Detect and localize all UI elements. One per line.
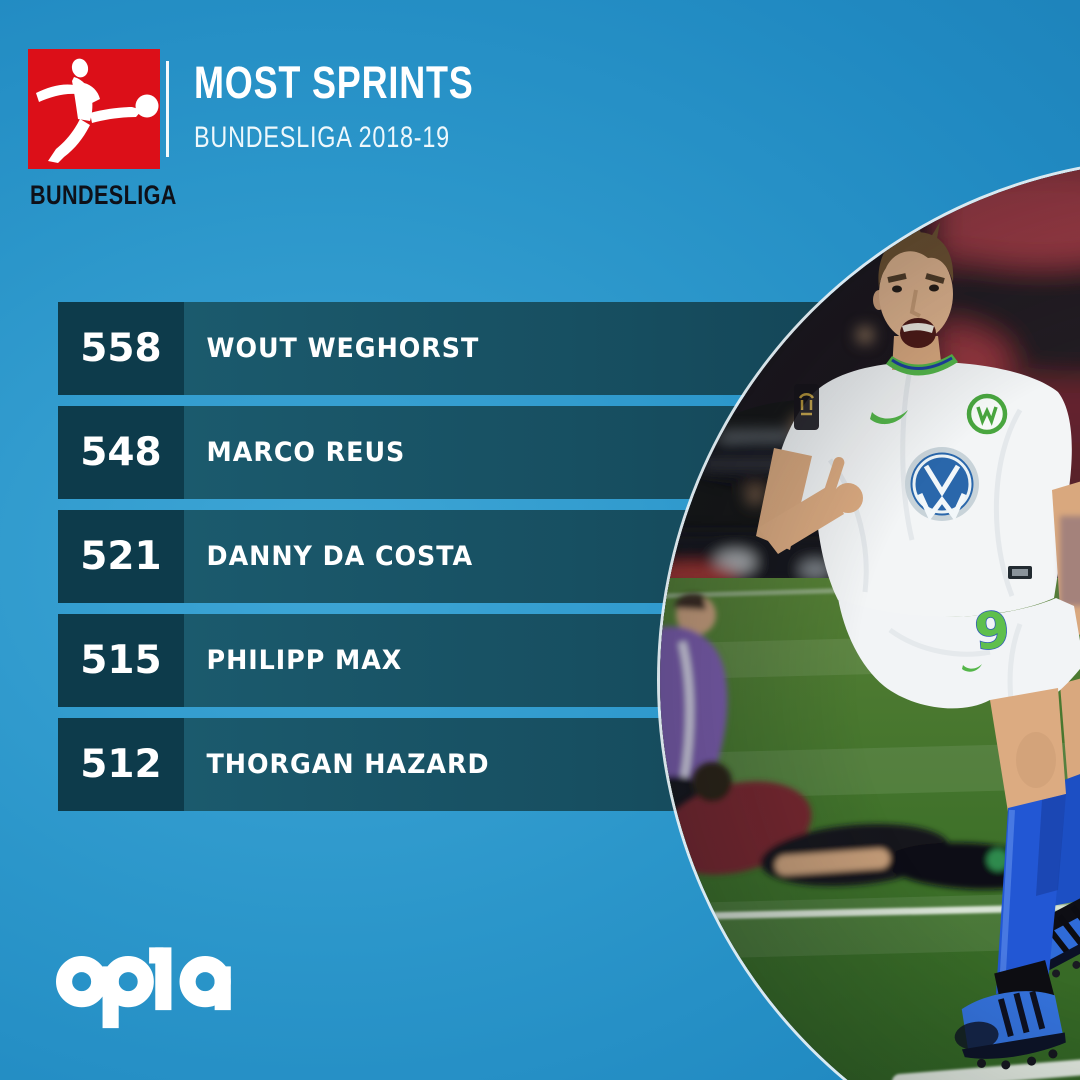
player-name: PHILIPP MAX xyxy=(206,645,403,676)
page-title: MOST SPRINTS xyxy=(194,57,474,108)
player-photo-scene: 9 xyxy=(660,160,1080,1080)
player-name: WOUT WEGHORST xyxy=(206,333,480,364)
player-name: MARCO REUS xyxy=(206,437,406,468)
sprint-count: 548 xyxy=(58,406,184,499)
opta-logo: opta xyxy=(56,936,246,1031)
sprint-count: 512 xyxy=(58,718,184,811)
photo-vignette xyxy=(660,160,1080,1080)
bundesliga-logo xyxy=(28,49,160,169)
sprint-count: 558 xyxy=(58,302,184,395)
page-subtitle: BUNDESLIGA 2018-19 xyxy=(194,121,450,154)
bundesliga-wordmark: BUNDESLIGA xyxy=(30,180,177,210)
sprint-count: 521 xyxy=(58,510,184,603)
player-name: THORGAN HAZARD xyxy=(206,749,490,780)
bundesliga-figure-icon xyxy=(36,58,159,163)
header-divider xyxy=(166,61,169,157)
sprint-count: 515 xyxy=(58,614,184,707)
player-photo: 9 xyxy=(660,160,1080,1080)
player-name: DANNY DA COSTA xyxy=(206,541,474,572)
opta-logo-icon: opta xyxy=(56,947,231,1029)
